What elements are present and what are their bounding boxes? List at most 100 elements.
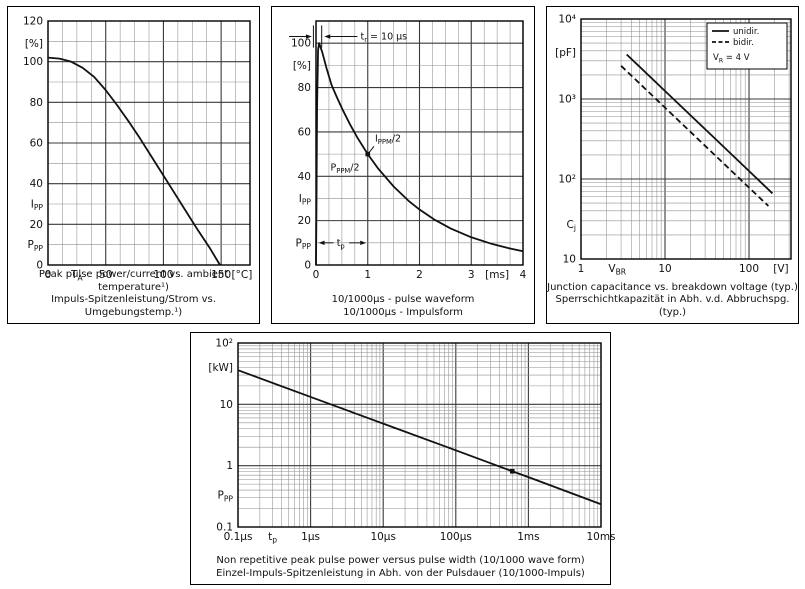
svg-text:80: 80 (30, 97, 43, 109)
annotations: tr = 10 µs IPPM/2 PPPM/2 tp (289, 25, 407, 250)
annotations (509, 468, 515, 474)
legend: unidir.bidir. VR = 4 V (706, 22, 788, 70)
series-peak-power (237, 369, 602, 506)
svg-text:1: 1 (364, 269, 371, 281)
svg-text:IPP: IPP (299, 193, 312, 207)
derating-chart-svg: 0 50 100 150 TA [°C] 0 20 40 60 80 100 120 [%] IPP PPP (23, 16, 252, 283)
svg-text:0.1: 0.1 (216, 522, 233, 534)
caption-de: Impuls-Spitzenleistung/Strom vs. Umgebun… (51, 294, 216, 318)
svg-text:10: 10 (563, 254, 576, 266)
svg-text:10⁴: 10⁴ (558, 14, 576, 26)
svg-text:150: 150 (211, 269, 231, 281)
svg-text:10: 10 (658, 263, 671, 275)
svg-text:VBR: VBR (608, 263, 626, 277)
svg-text:tp: tp (337, 238, 345, 251)
svg-text:PPP: PPP (27, 239, 43, 253)
chart-panel-pulse-waveform: tr = 10 µs IPPM/2 PPPM/2 tp 0 1 2 3 4 [ms] 0 20 40 60… (271, 6, 535, 324)
svg-text:Cj: Cj (567, 219, 576, 233)
svg-text:1ms: 1ms (517, 531, 539, 543)
chart-captions: Peak pulse power/current vs. ambient tem… (8, 269, 259, 319)
svg-text:[kW]: [kW] (208, 362, 233, 374)
grid (47, 20, 251, 266)
svg-text:0: 0 (313, 269, 320, 281)
svg-text:20: 20 (298, 215, 311, 227)
plot-border (47, 20, 251, 266)
series-bidirectional (620, 65, 769, 207)
svg-text:1: 1 (226, 460, 233, 472)
plot-border (237, 342, 602, 528)
caption-de: Sperrschichtkapazität in Abh. v.d. Abbru… (555, 294, 790, 318)
svg-text:tp: tp (268, 531, 277, 545)
axis-labels: 0 1 2 3 4 [ms] 0 20 40 60 80 100 [%] IPP PPP (291, 38, 527, 281)
grid (315, 20, 524, 266)
svg-text:0: 0 (304, 260, 311, 272)
svg-text:4: 4 (520, 269, 527, 281)
svg-text:[V]: [V] (773, 263, 788, 275)
svg-text:[°C]: [°C] (232, 269, 253, 281)
data-marker (509, 468, 515, 474)
svg-text:60: 60 (30, 138, 43, 150)
chart-captions: Non repetitive peak pulse power versus p… (191, 555, 610, 580)
svg-text:3: 3 (468, 269, 475, 281)
axis-labels: 0.1µs 1µs 10µs 100µs 1ms 10ms tp 0.1 1 10 10² [kW] P… (208, 338, 615, 545)
chart-captions: Junction capacitance vs. breakdown volta… (547, 282, 798, 320)
svg-text:120: 120 (23, 16, 43, 28)
svg-text:[%]: [%] (293, 60, 311, 72)
svg-text:100: 100 (23, 56, 43, 68)
grid (237, 342, 602, 528)
plot-border (580, 18, 792, 260)
caption-en: Non repetitive peak pulse power versus p… (216, 555, 585, 566)
svg-text:[pF]: [pF] (555, 47, 576, 59)
pulse-waveform-chart-svg: tr = 10 µs IPPM/2 PPPM/2 tp 0 1 2 3 4 [ms] 0 20 40 60… (289, 20, 527, 281)
svg-text:[ms]: [ms] (485, 269, 509, 281)
svg-text:[%]: [%] (25, 38, 43, 50)
svg-text:TA: TA (70, 269, 83, 283)
caption-de: Einzel-Impuls-Spitzenleistung in Abh. vo… (216, 567, 585, 579)
svg-text:0: 0 (45, 269, 52, 281)
svg-text:10²: 10² (215, 338, 233, 350)
svg-text:0: 0 (36, 260, 43, 272)
svg-text:VR = 4 V: VR = 4 V (713, 53, 750, 65)
caption-en: Junction capacitance vs. breakdown volta… (547, 281, 798, 293)
svg-text:10³: 10³ (558, 94, 576, 106)
caption-en: 10/1000µs - pulse waveform (331, 294, 475, 305)
chart-panel-junction-capacitance: 1 10 100 VBR [V] 10 10² 10³ 10⁴ [pF] Cj unidir. bidi… (546, 6, 799, 324)
svg-text:100: 100 (291, 38, 311, 50)
svg-text:PPP: PPP (217, 490, 233, 504)
svg-text:IPPM/2: IPPM/2 (375, 134, 401, 147)
chart-panel-derating: 0 50 100 150 TA [°C] 0 20 40 60 80 100 120 [%] IPP PPP … (7, 6, 260, 324)
series-unidirectional (626, 53, 774, 195)
caption-en: Peak pulse power/current vs. ambient tem… (38, 269, 229, 293)
svg-text:10ms: 10ms (586, 531, 615, 543)
svg-text:100: 100 (739, 263, 759, 275)
svg-text:40: 40 (298, 171, 311, 183)
chart-panel-peak-pulse-power: 0.1µs 1µs 10µs 100µs 1ms 10ms tp 0.1 1 10 10² [kW] P… (190, 332, 616, 585)
svg-text:bidir.: bidir. (733, 38, 754, 48)
caption-de: 10/1000µs - Impulsform (343, 306, 463, 318)
svg-text:100µs: 100µs (440, 531, 472, 543)
svg-text:10: 10 (220, 399, 233, 411)
series-waveform (315, 42, 524, 266)
series-derating (47, 56, 221, 266)
axis-labels: 0 50 100 150 TA [°C] 0 20 40 60 80 100 120 [%] IPP PPP (23, 16, 252, 283)
svg-text:20: 20 (30, 219, 43, 231)
svg-text:100: 100 (153, 269, 173, 281)
svg-text:2: 2 (416, 269, 423, 281)
svg-text:0.1µs: 0.1µs (224, 531, 253, 543)
svg-text:unidir.: unidir. (733, 27, 759, 37)
svg-text:60: 60 (298, 126, 311, 138)
svg-text:tr = 10 µs: tr = 10 µs (361, 32, 408, 45)
svg-text:1µs: 1µs (301, 531, 320, 543)
svg-text:10²: 10² (558, 174, 576, 186)
svg-text:40: 40 (30, 178, 43, 190)
peak-pulse-power-chart-svg: 0.1µs 1µs 10µs 100µs 1ms 10ms tp 0.1 1 10 10² [kW] P… (208, 338, 615, 545)
svg-text:IPP: IPP (31, 199, 44, 213)
svg-text:PPPM/2: PPPM/2 (330, 162, 359, 175)
data-marker (365, 151, 371, 157)
svg-text:50: 50 (99, 269, 112, 281)
svg-text:80: 80 (298, 82, 311, 94)
svg-text:PPP: PPP (295, 237, 311, 251)
